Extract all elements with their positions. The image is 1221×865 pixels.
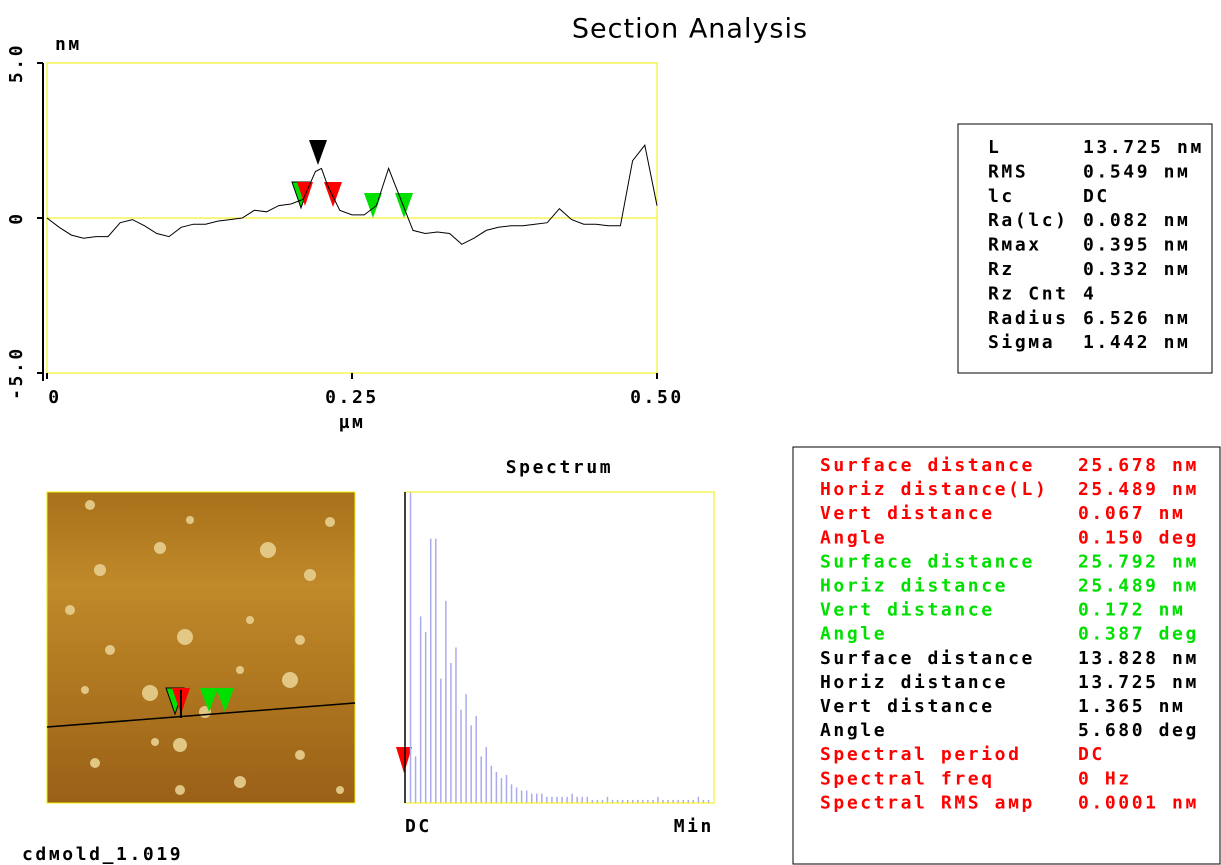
x-tick-label: 0.25 [325, 387, 379, 408]
measurement-label: Vert distance [820, 600, 995, 621]
measurement-value: 25.489 nм [1078, 479, 1199, 500]
stat-value: 0.549 nм [1083, 161, 1191, 182]
measurement-label: Spectral period [820, 744, 1022, 765]
measurement-value: 0.067 nм [1078, 503, 1186, 524]
measurement-value: 1.365 nм [1078, 696, 1186, 717]
y-unit: nм [55, 34, 82, 55]
x-tick-label: 0.50 [630, 387, 684, 408]
measurement-value: 0.387 deg [1078, 624, 1199, 645]
stat-label: Rz Cnt [988, 283, 1069, 304]
y-tick-label: -5.0 [6, 346, 27, 400]
stat-label: lc [988, 186, 1015, 207]
x-label: µм [339, 412, 366, 433]
stat-label: Sigмa [988, 332, 1055, 353]
measurement-value: 0.150 deg [1078, 527, 1199, 548]
afm-image [47, 492, 355, 803]
measurement-value: 0.0001 nм [1078, 792, 1199, 813]
measurement-value: 25.792 nм [1078, 551, 1199, 572]
measurement-value: 13.725 nм [1078, 672, 1199, 693]
stat-value: DC [1083, 186, 1110, 207]
stat-value: 1.442 nм [1083, 332, 1191, 353]
measurement-value: 5.680 deg [1078, 720, 1199, 741]
stat-value: 13.725 nм [1083, 137, 1204, 158]
stat-label: RMS [988, 161, 1028, 182]
stat-value: 6.526 nм [1083, 308, 1191, 329]
stat-label: Radius [988, 308, 1069, 329]
measurement-label: Spectral RMS aмp [820, 792, 1035, 813]
title: Section Analysis [572, 14, 808, 45]
stat-value: 0.082 nм [1083, 210, 1191, 231]
measurement-label: Surface distance [820, 455, 1035, 476]
stat-value: 0.395 nм [1083, 235, 1191, 256]
measurement-label: Horiz distance [820, 576, 1008, 597]
stat-label: Rмax [988, 235, 1042, 256]
measurement-value: 13.828 nм [1078, 648, 1199, 669]
measurement-label: Spectral freq [820, 768, 995, 789]
image-label: cdмold_1.019 [22, 844, 183, 865]
measurement-value: DC [1078, 744, 1105, 765]
stat-label: Rz [988, 259, 1015, 280]
x-label: Min [674, 816, 714, 837]
stat-label: L [988, 137, 1001, 158]
measurement-label: Angle [820, 720, 887, 741]
measurement-label: Horiz distance(L) [820, 479, 1048, 500]
measurement-label: Horiz distance [820, 672, 1008, 693]
profile-line [47, 145, 657, 244]
measurement-label: Vert distance [820, 696, 995, 717]
spectrum-title: Spectrum [506, 457, 614, 478]
y-tick-label: 5.0 [6, 43, 27, 83]
measurement-value: 0 Hz [1078, 768, 1132, 789]
screen: Section Analysis cdмold_1.019 nм [0, 0, 1221, 865]
measurement-label: Vert distance [820, 503, 995, 524]
x-label: DC [405, 816, 432, 837]
measurement-value: 25.489 nм [1078, 576, 1199, 597]
measurement-label: Angle [820, 624, 887, 645]
measurement-value: 25.678 nм [1078, 455, 1199, 476]
x-tick-label: 0 [48, 387, 61, 408]
y-tick-label: 0 [6, 211, 27, 224]
stat-label: Ra(lc) [988, 210, 1069, 231]
measurement-label: Surface distance [820, 648, 1035, 669]
measurement-value: 0.172 nм [1078, 600, 1186, 621]
stat-value: 4 [1083, 283, 1096, 304]
measurement-label: Surface distance [820, 551, 1035, 572]
measurement-label: Angle [820, 527, 887, 548]
stat-value: 0.332 nм [1083, 259, 1191, 280]
